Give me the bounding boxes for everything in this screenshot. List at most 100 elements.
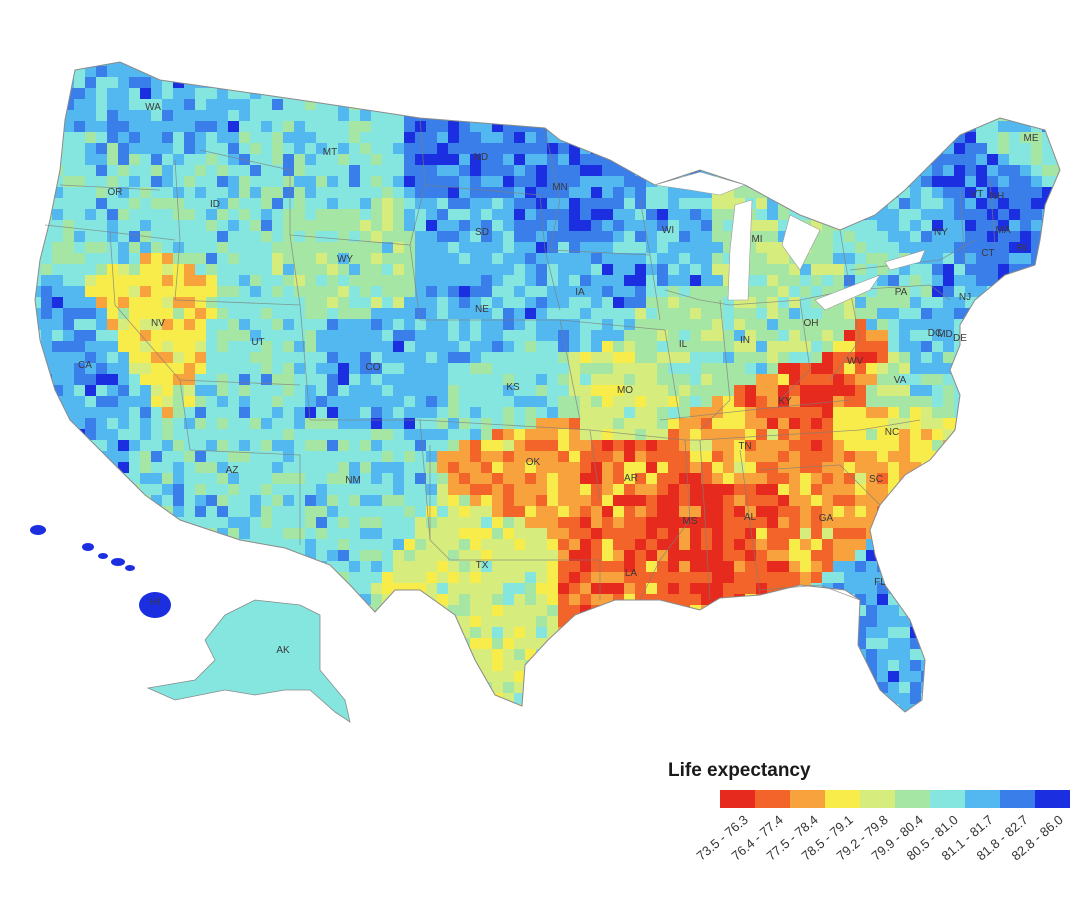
county-tile — [602, 594, 614, 606]
county-tile — [140, 616, 152, 628]
county-tile — [811, 77, 823, 89]
county-tile — [140, 440, 152, 452]
county-tile — [756, 286, 768, 298]
county-tile — [492, 341, 504, 353]
county-tile — [855, 605, 867, 617]
county-tile — [173, 583, 185, 595]
county-tile — [162, 627, 174, 639]
county-tile — [932, 594, 944, 606]
county-tile — [129, 165, 141, 177]
county-tile — [701, 583, 713, 595]
county-tile — [294, 572, 306, 584]
county-tile — [811, 484, 823, 496]
county-tile — [943, 77, 955, 89]
county-tile — [63, 297, 75, 309]
county-tile — [272, 374, 284, 386]
county-tile — [360, 506, 372, 518]
county-tile — [954, 517, 966, 529]
county-tile — [569, 572, 581, 584]
county-tile — [492, 286, 504, 298]
county-tile — [547, 198, 559, 210]
county-tile — [822, 539, 834, 551]
county-tile — [217, 242, 229, 254]
county-tile — [360, 319, 372, 331]
county-tile — [239, 440, 251, 452]
county-tile — [448, 561, 460, 573]
county-tile — [987, 88, 999, 100]
county-tile — [162, 253, 174, 265]
county-tile — [338, 176, 350, 188]
county-tile — [415, 220, 427, 232]
county-tile — [184, 198, 196, 210]
county-tile — [437, 385, 449, 397]
county-tile — [558, 583, 570, 595]
county-tile — [316, 429, 328, 441]
county-tile — [415, 418, 427, 430]
county-tile — [162, 418, 174, 430]
county-tile — [250, 66, 262, 78]
county-tile — [118, 572, 130, 584]
county-tile — [338, 583, 350, 595]
county-tile — [316, 385, 328, 397]
county-tile — [371, 594, 383, 606]
county-tile — [503, 627, 515, 639]
county-tile — [745, 363, 757, 375]
county-tile — [470, 110, 482, 122]
county-tile — [481, 429, 493, 441]
county-tile — [426, 352, 438, 364]
county-tile — [316, 440, 328, 452]
county-tile — [338, 462, 350, 474]
county-tile — [239, 341, 251, 353]
county-tile — [393, 66, 405, 78]
county-tile — [217, 330, 229, 342]
county-tile — [811, 374, 823, 386]
county-tile — [217, 506, 229, 518]
county-tile — [921, 176, 933, 188]
county-tile — [811, 62, 823, 67]
county-tile — [767, 297, 779, 309]
county-tile — [789, 176, 801, 188]
county-tile — [580, 616, 592, 628]
county-tile — [492, 187, 504, 199]
county-tile — [63, 583, 75, 595]
county-tile — [954, 429, 966, 441]
county-tile — [1064, 396, 1076, 408]
county-tile — [888, 594, 900, 606]
county-tile — [1031, 451, 1043, 463]
county-tile — [822, 374, 834, 386]
county-tile — [745, 440, 757, 452]
county-tile — [525, 264, 537, 276]
county-tile — [657, 528, 669, 540]
county-tile — [536, 495, 548, 507]
county-tile — [965, 374, 977, 386]
county-tile — [1020, 220, 1032, 232]
county-tile — [415, 99, 427, 111]
county-tile — [85, 88, 97, 100]
county-tile — [437, 363, 449, 375]
county-tile — [998, 352, 1010, 364]
county-tile — [382, 396, 394, 408]
county-tile — [866, 66, 878, 78]
county-tile — [525, 374, 537, 386]
county-tile — [602, 330, 614, 342]
county-tile — [1031, 99, 1043, 111]
county-tile — [536, 154, 548, 166]
county-tile — [778, 616, 790, 628]
county-tile — [118, 495, 130, 507]
county-tile — [217, 451, 229, 463]
county-tile — [932, 264, 944, 276]
county-tile — [712, 308, 724, 320]
county-tile — [525, 330, 537, 342]
county-tile — [745, 99, 757, 111]
county-tile — [327, 286, 339, 298]
county-tile — [921, 451, 933, 463]
county-tile — [580, 154, 592, 166]
county-tile — [283, 583, 295, 595]
county-tile — [129, 264, 141, 276]
county-tile — [1064, 231, 1076, 243]
county-tile — [635, 561, 647, 573]
county-tile — [492, 110, 504, 122]
county-tile — [514, 440, 526, 452]
county-tile — [41, 495, 53, 507]
county-tile — [668, 407, 680, 419]
